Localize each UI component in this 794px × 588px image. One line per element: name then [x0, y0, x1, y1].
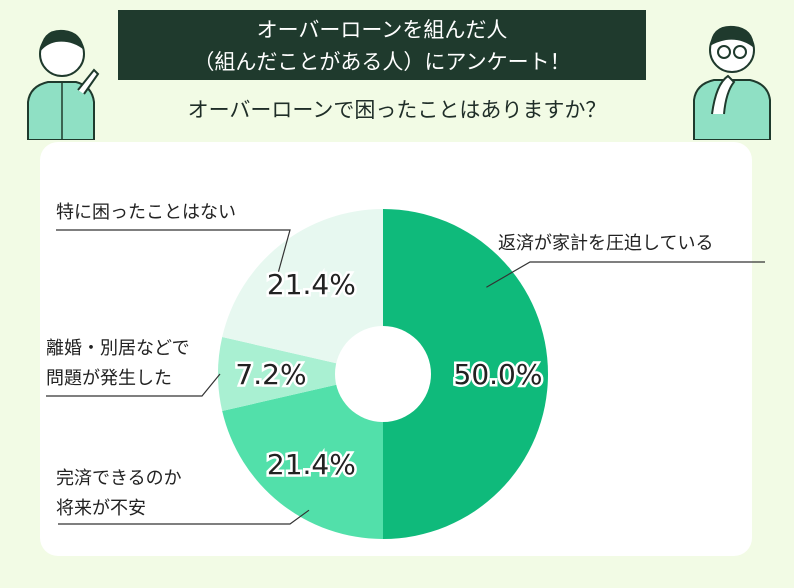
label-anxiety-line-1: 完済できるのか [56, 468, 182, 489]
slice-anxiety-about-repayment [222, 374, 383, 539]
title-banner: オーバーローンを組んだ人 （組んだことがある人）にアンケート！ [118, 10, 646, 80]
label-anxiety-about-repayment: 完済できるのか 将来が不安 [56, 464, 182, 524]
slice-anxiety-about-repayment-value-label: 21.4% [267, 448, 356, 481]
survey-question: オーバーローンで困ったことはありますか？ [187, 98, 607, 122]
label-divorce-separation: 離婚・別居などで 問題が発生した [46, 334, 190, 394]
slice-burden-on-household-value-label: 50.0% [454, 358, 543, 391]
slice-no-trouble-value-label: 21.4% [267, 268, 356, 301]
person-pointing-illustration [27, 29, 100, 140]
label-burden-on-household-line: 返済が家計を圧迫している [498, 233, 714, 254]
slice-burden-on-household [383, 209, 548, 539]
slice-divorce-separation-value-label: 7.2% [235, 358, 306, 391]
leader-no-trouble [56, 229, 291, 275]
title-line-2: （組んだことがある人）にアンケート！ [193, 50, 571, 74]
label-divorce-line-1: 離婚・別居などで [46, 338, 190, 359]
person-thinking-illustration [693, 25, 771, 140]
title-line-1: オーバーローンを組んだ人 [256, 18, 508, 42]
leader-anxiety-about-repayment [58, 509, 310, 525]
leader-divorce-separation [46, 373, 221, 397]
slice-divorce-separation [217, 336, 383, 412]
label-anxiety-line-2: 将来が不安 [56, 498, 146, 519]
label-divorce-line-2: 問題が発生した [46, 368, 172, 389]
label-no-trouble-line: 特に困ったことはない [56, 202, 236, 223]
donut-hole [335, 326, 431, 422]
slice-no-trouble [222, 209, 383, 374]
leader-burden-on-household [486, 261, 765, 288]
label-no-trouble: 特に困ったことはない [56, 198, 236, 228]
label-burden-on-household: 返済が家計を圧迫している [498, 229, 713, 259]
